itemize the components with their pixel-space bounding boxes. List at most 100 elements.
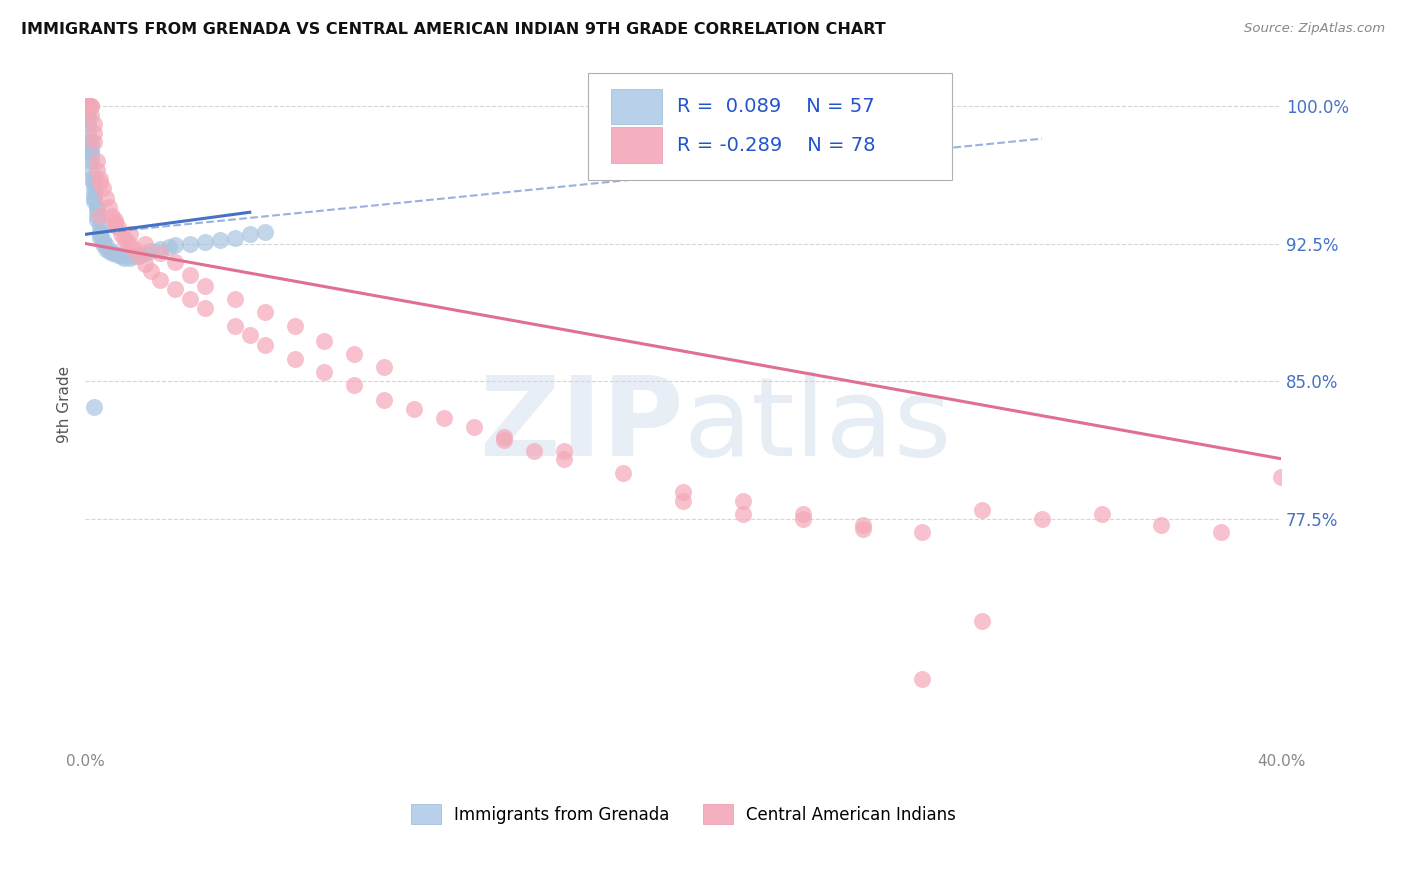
Point <box>112 231 135 245</box>
Point <box>373 359 395 374</box>
Point <box>851 517 873 532</box>
Point <box>80 98 103 112</box>
Point <box>731 494 754 508</box>
Point <box>80 163 103 178</box>
Point <box>179 292 201 306</box>
Point <box>1031 512 1053 526</box>
Point <box>911 673 934 687</box>
Point <box>612 467 634 481</box>
Point <box>83 126 105 140</box>
Point <box>89 209 111 223</box>
Point <box>157 240 180 254</box>
Point <box>89 176 111 190</box>
Point <box>139 264 162 278</box>
Point <box>128 247 150 261</box>
Point <box>77 117 100 131</box>
Point <box>86 209 108 223</box>
Point <box>83 136 105 150</box>
Point <box>970 614 993 628</box>
Point <box>83 176 105 190</box>
Point <box>672 494 695 508</box>
Point <box>314 365 336 379</box>
FancyBboxPatch shape <box>588 73 952 180</box>
Point <box>851 522 873 536</box>
Point <box>98 200 121 214</box>
Text: R =  0.089    N = 57: R = 0.089 N = 57 <box>678 97 875 116</box>
Point <box>970 503 993 517</box>
Point <box>96 242 118 256</box>
Point <box>179 268 201 282</box>
Point <box>77 98 100 112</box>
Point <box>96 190 118 204</box>
Point <box>86 212 108 227</box>
Point <box>239 227 262 242</box>
Point <box>120 238 142 252</box>
Point <box>80 172 103 186</box>
Point <box>115 235 138 249</box>
Point <box>89 224 111 238</box>
Point <box>149 245 172 260</box>
Point <box>77 98 100 112</box>
Point <box>239 328 262 343</box>
Point <box>553 444 575 458</box>
Point <box>731 507 754 521</box>
Point <box>163 283 186 297</box>
Point <box>107 219 129 234</box>
Point <box>224 319 246 334</box>
Point <box>91 181 114 195</box>
Point <box>110 249 132 263</box>
Point <box>83 181 105 195</box>
Point <box>208 233 231 247</box>
Point <box>77 102 100 116</box>
Point <box>83 172 105 186</box>
Point <box>553 451 575 466</box>
Point <box>253 304 276 318</box>
Point <box>284 352 307 367</box>
Point <box>80 136 103 150</box>
Point <box>284 319 307 334</box>
Point <box>373 392 395 407</box>
Point <box>89 231 111 245</box>
Point <box>194 278 217 293</box>
Point <box>91 236 114 251</box>
Point <box>77 98 100 112</box>
Point <box>224 292 246 306</box>
Point <box>89 218 111 232</box>
Point <box>104 218 127 232</box>
Point <box>122 242 145 256</box>
Point <box>149 273 172 287</box>
Point <box>343 378 366 392</box>
Point <box>120 227 142 242</box>
Point <box>134 245 156 260</box>
Point <box>77 98 100 112</box>
Point <box>672 484 695 499</box>
Point <box>1091 507 1114 521</box>
Point <box>110 227 132 242</box>
Point <box>104 245 127 260</box>
Point <box>253 226 276 240</box>
Point <box>98 244 121 258</box>
Point <box>101 245 124 260</box>
Point <box>80 98 103 112</box>
Point <box>86 203 108 218</box>
Point <box>89 227 111 242</box>
Point <box>433 411 456 425</box>
Point <box>194 235 217 249</box>
Point <box>1211 525 1233 540</box>
Text: IMMIGRANTS FROM GRENADA VS CENTRAL AMERICAN INDIAN 9TH GRADE CORRELATION CHART: IMMIGRANTS FROM GRENADA VS CENTRAL AMERI… <box>21 22 886 37</box>
Point <box>149 242 172 256</box>
Point <box>1150 517 1173 532</box>
Point <box>77 108 100 122</box>
Point <box>1270 470 1292 484</box>
Point <box>792 512 814 526</box>
Point <box>83 190 105 204</box>
Point <box>107 247 129 261</box>
Point <box>343 347 366 361</box>
Point <box>122 249 145 263</box>
Point <box>77 136 100 150</box>
Point <box>139 244 162 258</box>
Point <box>80 150 103 164</box>
Point <box>83 186 105 201</box>
Point <box>179 236 201 251</box>
Point <box>80 153 103 168</box>
